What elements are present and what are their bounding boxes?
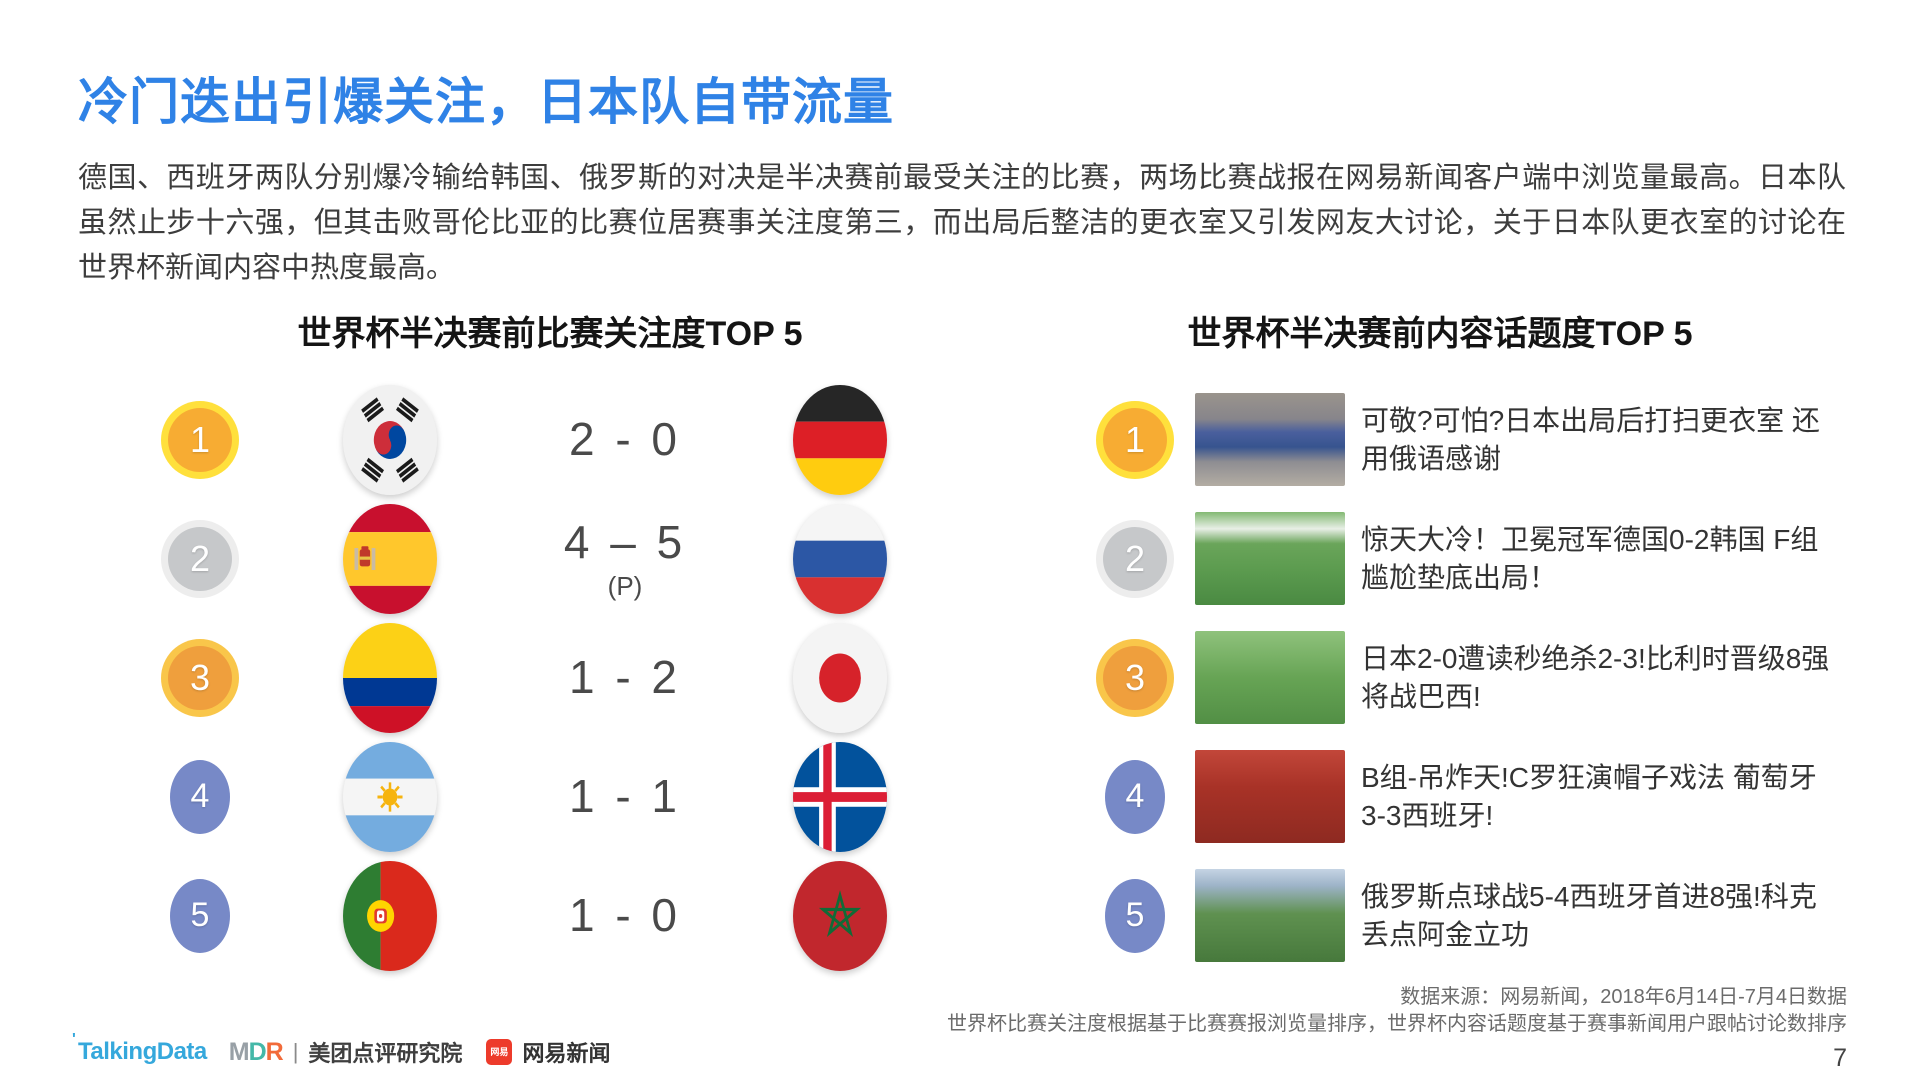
rank-number: 5 [190, 896, 210, 934]
mdr-logo: MDR [228, 1037, 284, 1066]
news-headline: 日本2-0遭读秒绝杀2-3!比利时晋级8强将战巴西! [1361, 642, 1830, 712]
flag-south-korea-icon [343, 384, 437, 495]
flag-germany-icon [793, 384, 887, 495]
news-thumbnail-locker-room [1195, 393, 1345, 486]
match-row-1: 1 [130, 380, 940, 499]
rank-number: 2 [189, 537, 211, 579]
match-ranking-title: 世界杯半决赛前比赛关注度TOP 5 [297, 315, 803, 353]
meituan-research-label: 美团点评研究院 [308, 1041, 463, 1066]
rank-1-medal-icon: 1 [168, 407, 232, 472]
rank-3-medal-icon: 3 [1103, 645, 1167, 710]
rank-number: 1 [1124, 418, 1146, 460]
news-headline: 惊天大冷！卫冕冠军德国0-2韩国 F组尴尬垫底出局！ [1361, 523, 1819, 593]
flag-morocco-icon [793, 860, 887, 971]
rank-2-medal-icon: 2 [168, 526, 232, 591]
rank-5-medal-icon: 5 [170, 878, 230, 953]
flag-japan-icon [793, 622, 887, 733]
news-headline: B组-吊炸天!C罗狂演帽子戏法 葡萄牙3-3西班牙! [1361, 761, 1817, 831]
netease-news-label: 网易新闻 [522, 1041, 611, 1066]
news-item-4: 4 B组-吊炸天!C罗狂演帽子戏法 葡萄牙3-3西班牙! [1075, 737, 1841, 856]
netease-logo-icon: 网易 [486, 1039, 513, 1065]
match-score: 4 – 5 [563, 516, 687, 568]
news-thumbnail-russia-spain [1195, 869, 1345, 962]
match-score: 1 - 1 [568, 769, 682, 822]
match-ranking-list: 1 [130, 380, 940, 975]
flag-colombia-icon [343, 622, 437, 733]
flag-spain-icon [343, 503, 437, 614]
rank-1-medal-icon: 1 [1103, 407, 1167, 472]
logo-bar: ' TalkingData MDR | 美团点评研究院 网易 网易新闻 [72, 1031, 611, 1068]
news-headline: 俄罗斯点球战5-4西班牙首进8强!科克丢点阿金立功 [1361, 880, 1817, 950]
match-score: 2 - 0 [568, 412, 682, 465]
flag-iceland-icon [793, 741, 887, 852]
news-item-5: 5 俄罗斯点球战5-4西班牙首进8强!科克丢点阿金立功 [1075, 856, 1841, 975]
intro-paragraph: 德国、西班牙两队分别爆冷输给韩国、俄罗斯的对决是半决赛前最受关注的比赛，两场比赛… [78, 162, 1846, 284]
data-source-note: 数据来源：网易新闻，2018年6月14日-7月4日数据 世界杯比赛关注度根据基于… [947, 984, 1847, 1076]
rank-number: 5 [1125, 896, 1145, 934]
topic-ranking-list: 1 可敬?可怕?日本出局后打扫更衣室 还用俄语感谢 2 惊天大冷！卫冕冠军德国0… [1075, 380, 1841, 975]
page-number: 7 [1833, 1044, 1847, 1072]
news-thumbnail-fans-crowd [1195, 750, 1345, 843]
rank-number: 1 [189, 418, 211, 460]
match-row-4: 4 1 - 1 [130, 737, 940, 856]
rank-number: 4 [1125, 777, 1145, 815]
flag-argentina-icon [343, 741, 437, 852]
news-item-1: 1 可敬?可怕?日本出局后打扫更衣室 还用俄语感谢 [1075, 380, 1841, 499]
source-line-1: 数据来源：网易新闻，2018年6月14日-7月4日数据 [1400, 986, 1847, 1008]
news-item-3: 3 日本2-0遭读秒绝杀2-3!比利时晋级8强将战巴西! [1075, 618, 1841, 737]
rank-2-medal-icon: 2 [1103, 526, 1167, 591]
source-line-2: 世界杯比赛关注度根据基于比赛赛报浏览量排序，世界杯内容话题度基于赛事新闻用户跟帖… [947, 1013, 1847, 1035]
topic-ranking-title: 世界杯半决赛前内容话题度TOP 5 [1187, 315, 1693, 353]
news-headline: 可敬?可怕?日本出局后打扫更衣室 还用俄语感谢 [1361, 404, 1820, 474]
match-row-2: 2 4 – 5 (P) [130, 499, 940, 618]
rank-4-medal-icon: 4 [1105, 759, 1165, 834]
news-thumbnail-germany-korea [1195, 512, 1345, 605]
logo-divider: | [292, 1039, 299, 1064]
news-thumbnail-japan-belgium [1195, 631, 1345, 724]
penalty-note: (P) [607, 571, 643, 601]
flag-portugal-icon [343, 860, 437, 971]
match-score: 1 - 0 [568, 888, 682, 941]
flag-russia-icon [793, 503, 887, 614]
rank-number: 3 [189, 656, 211, 698]
rank-3-medal-icon: 3 [168, 645, 232, 710]
talkingdata-tick-icon: ' [72, 1031, 76, 1048]
page-title: 冷门迭出引爆关注，日本队自带流量 [78, 74, 894, 130]
match-row-5: 5 1 - 0 [130, 856, 940, 975]
rank-number: 2 [1124, 537, 1146, 579]
talkingdata-logo: ' TalkingData [72, 1031, 207, 1065]
rank-4-medal-icon: 4 [170, 759, 230, 834]
rank-5-medal-icon: 5 [1105, 878, 1165, 953]
rank-number: 3 [1124, 656, 1146, 698]
match-score: 1 - 2 [568, 650, 682, 703]
match-row-3: 3 1 - 2 [130, 618, 940, 737]
rank-number: 4 [190, 777, 210, 815]
news-item-2: 2 惊天大冷！卫冕冠军德国0-2韩国 F组尴尬垫底出局！ [1075, 499, 1841, 618]
